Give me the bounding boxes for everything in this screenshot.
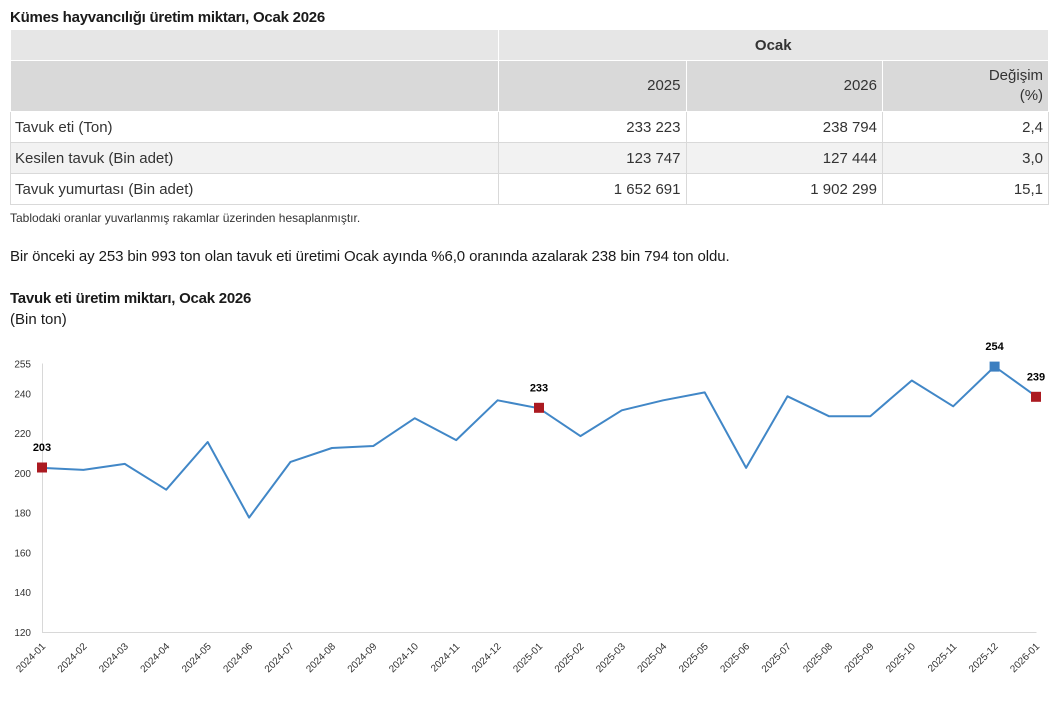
svg-text:239: 239 [1027, 371, 1045, 383]
svg-text:203: 203 [33, 442, 51, 454]
svg-text:2025-04: 2025-04 [636, 641, 670, 675]
svg-text:2024-01: 2024-01 [14, 641, 48, 675]
svg-text:2025-09: 2025-09 [843, 641, 877, 675]
svg-text:2024-04: 2024-04 [139, 641, 173, 675]
svg-text:180: 180 [14, 509, 31, 520]
svg-text:2024-10: 2024-10 [387, 641, 421, 675]
svg-text:160: 160 [14, 548, 31, 559]
svg-text:2026-01: 2026-01 [1008, 641, 1042, 675]
svg-text:2025-01: 2025-01 [511, 641, 545, 675]
svg-text:2025-03: 2025-03 [594, 641, 628, 675]
svg-text:2024-07: 2024-07 [263, 641, 297, 675]
svg-text:120: 120 [14, 628, 31, 639]
svg-text:2025-08: 2025-08 [801, 641, 835, 675]
svg-text:2025-11: 2025-11 [926, 641, 960, 675]
svg-text:2025-02: 2025-02 [553, 641, 587, 675]
svg-text:2024-05: 2024-05 [180, 641, 214, 675]
svg-text:254: 254 [985, 341, 1004, 353]
svg-text:220: 220 [14, 429, 31, 440]
svg-text:200: 200 [14, 469, 31, 480]
svg-text:2024-08: 2024-08 [304, 641, 338, 675]
svg-text:2025-06: 2025-06 [718, 641, 752, 675]
svg-text:240: 240 [14, 389, 31, 400]
svg-text:140: 140 [14, 588, 31, 599]
svg-text:255: 255 [14, 360, 31, 371]
svg-text:2024-02: 2024-02 [56, 641, 90, 675]
svg-text:2024-12: 2024-12 [470, 641, 504, 675]
svg-text:2024-09: 2024-09 [346, 641, 380, 675]
svg-text:2024-06: 2024-06 [221, 641, 255, 675]
svg-text:2024-03: 2024-03 [97, 641, 131, 675]
svg-text:2024-11: 2024-11 [429, 641, 463, 675]
svg-text:2025-10: 2025-10 [884, 641, 918, 675]
svg-text:2025-05: 2025-05 [677, 641, 711, 675]
svg-text:2025-12: 2025-12 [967, 641, 1001, 675]
svg-text:2025-07: 2025-07 [760, 641, 794, 675]
svg-text:233: 233 [530, 382, 548, 394]
